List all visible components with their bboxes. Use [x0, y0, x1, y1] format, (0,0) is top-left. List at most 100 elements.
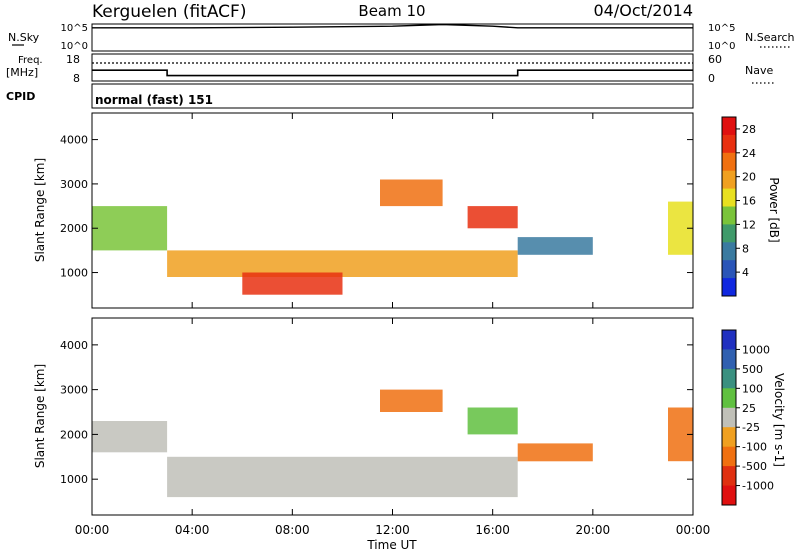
- velocity-y-ticks: 1000 2000 3000 4000: [60, 339, 693, 486]
- power-colorbar-tick-label: 12: [742, 218, 756, 231]
- freq-panel: Freq. [MHz] 18 8 60 0 Nave: [6, 53, 776, 85]
- velocity-colorbar-segment: [722, 466, 736, 486]
- freq-left-tick-top: 18: [66, 53, 80, 66]
- power-y-ticks: 1000 2000 3000 4000: [60, 134, 693, 280]
- velocity-panel: 1000 2000 3000 4000 Slant Range [km] 1000 50…: [33, 317, 786, 516]
- cpid-label: CPID: [6, 90, 35, 103]
- velocity-colorbar-tick-label: -500: [742, 460, 767, 473]
- y-tick-label: 2000: [60, 428, 88, 441]
- scatter-region-4: [467, 407, 518, 435]
- power-colorbar-tick-label: 28: [742, 123, 756, 136]
- power-colorbar-tick-label: 16: [742, 195, 756, 208]
- nave-right-tick-top: 60: [708, 53, 722, 66]
- velocity-x-tick-marks: [91, 318, 694, 515]
- noise-left-tick-top: 10^5: [61, 23, 88, 34]
- cpid-text: normal (fast) 151: [95, 93, 213, 107]
- noise-panel: N.Sky 10^5 10^0 10^5 10^0 N.Search: [8, 23, 795, 52]
- power-colorbar-segment: [722, 260, 736, 279]
- velocity-colorbar-segment: [722, 427, 736, 448]
- beam-title: Beam 10: [358, 2, 425, 20]
- y-tick-label: 2000: [60, 222, 88, 235]
- power-colorbar-tick-label: 4: [742, 266, 749, 279]
- x-tick-label: 12:00: [375, 523, 410, 537]
- n-sky-line: [92, 23, 693, 29]
- power-colorbar-segment: [722, 224, 736, 243]
- y-tick-label: 1000: [60, 267, 88, 280]
- power-colorbar-segment: [722, 278, 736, 297]
- noise-right-tick-top: 10^5: [708, 23, 735, 34]
- scatter-region-5: [467, 206, 518, 229]
- power-colorbar-tick-label: 24: [742, 147, 756, 160]
- power-marks: [92, 179, 693, 295]
- power-colorbar-label: Power [dB]: [767, 177, 781, 242]
- velocity-colorbar-segment: [722, 485, 736, 506]
- velocity-colorbar-tick-label: 25: [742, 402, 756, 415]
- velocity-colorbar-segment: [722, 368, 736, 389]
- power-ylabel: Slant Range [km]: [33, 158, 47, 262]
- x-tick-label: 00:00: [676, 523, 711, 537]
- y-tick-label: 3000: [60, 384, 88, 397]
- power-colorbar-tick-label: 20: [742, 171, 756, 184]
- power-colorbar-segment: [722, 117, 736, 136]
- freq-label-line1: Freq.: [18, 55, 43, 66]
- cpid-panel: CPID normal (fast) 151: [6, 83, 694, 109]
- velocity-colorbar-segment: [722, 388, 736, 409]
- nave-right-tick-bottom: 0: [708, 72, 715, 85]
- velocity-colorbar-segment: [722, 407, 736, 428]
- x-tick-labels: 00:00 04:00 08:00 12:00 16:00 20:00 00:00: [75, 523, 711, 537]
- power-colorbar-segment: [722, 170, 736, 190]
- velocity-colorbar-tick-label: -100: [742, 441, 767, 454]
- velocity-marks: [92, 389, 693, 498]
- velocity-colorbar-tick-label: 1000: [742, 343, 770, 356]
- power-colorbar-segment: [722, 206, 736, 225]
- velocity-colorbar-tick-label: -25: [742, 421, 760, 434]
- freq-line: [92, 69, 693, 77]
- scatter-region-5: [517, 443, 593, 462]
- scatter-region-6: [517, 237, 593, 255]
- freq-panel-frame: [91, 53, 694, 82]
- x-tick-label: 16:00: [475, 523, 510, 537]
- y-tick-label: 4000: [60, 339, 88, 352]
- power-colorbar-segment: [722, 188, 736, 207]
- station-title: Kerguelen (fitACF): [92, 2, 246, 22]
- velocity-ylabel: Slant Range [km]: [33, 364, 47, 468]
- power-colorbar-segment: [722, 134, 736, 154]
- x-tick-label: 20:00: [576, 523, 611, 537]
- n-search-label: N.Search: [745, 31, 795, 44]
- freq-left-tick-bottom: 8: [73, 72, 80, 85]
- velocity-colorbar-segment: [722, 330, 736, 350]
- velocity-colorbar-tick-label: 500: [742, 363, 763, 376]
- scatter-region-1: [92, 206, 168, 251]
- n-sky-label: N.Sky: [8, 31, 40, 44]
- x-tick-label: 00:00: [75, 523, 110, 537]
- scatter-region-4: [380, 179, 443, 207]
- noise-right-tick-bottom: 10^0: [708, 41, 735, 52]
- power-colorbar-frame: [721, 116, 737, 297]
- power-panel: 1000 2000 3000 4000 Slant Range [km] 4 8 12 16…: [33, 112, 781, 309]
- scatter-region-3: [242, 272, 343, 295]
- velocity-colorbar-label: Velocity [m s-1]: [772, 373, 786, 467]
- velocity-colorbar-tick-label: -1000: [742, 480, 774, 493]
- x-axis-label: Time UT: [366, 538, 417, 552]
- nave-label: Nave: [745, 64, 773, 77]
- noise-left-tick-bottom: 10^0: [61, 41, 88, 52]
- cpid-panel-frame: [91, 83, 694, 109]
- power-colorbar: 4 8 12 16 20 24 28: [721, 116, 756, 297]
- x-tick-label: 08:00: [275, 523, 310, 537]
- y-tick-label: 4000: [60, 134, 88, 147]
- y-tick-label: 3000: [60, 178, 88, 191]
- date-title: 04/Oct/2014: [593, 1, 693, 20]
- velocity-colorbar-segment: [722, 349, 736, 370]
- power-colorbar-segment: [722, 152, 736, 172]
- noise-panel-frame: [91, 23, 694, 52]
- power-x-tick-marks: [91, 113, 694, 308]
- velocity-colorbar-tick-label: 100: [742, 382, 763, 395]
- scatter-region-1: [92, 421, 168, 453]
- y-tick-label: 1000: [60, 473, 88, 486]
- power-colorbar-segment: [722, 242, 736, 261]
- velocity-colorbar: 1000 500 100 25 -25 -100 -500 -1000: [721, 329, 774, 506]
- x-tick-label: 04:00: [175, 523, 210, 537]
- scatter-region-2: [167, 456, 518, 498]
- scatter-region-3: [380, 389, 443, 412]
